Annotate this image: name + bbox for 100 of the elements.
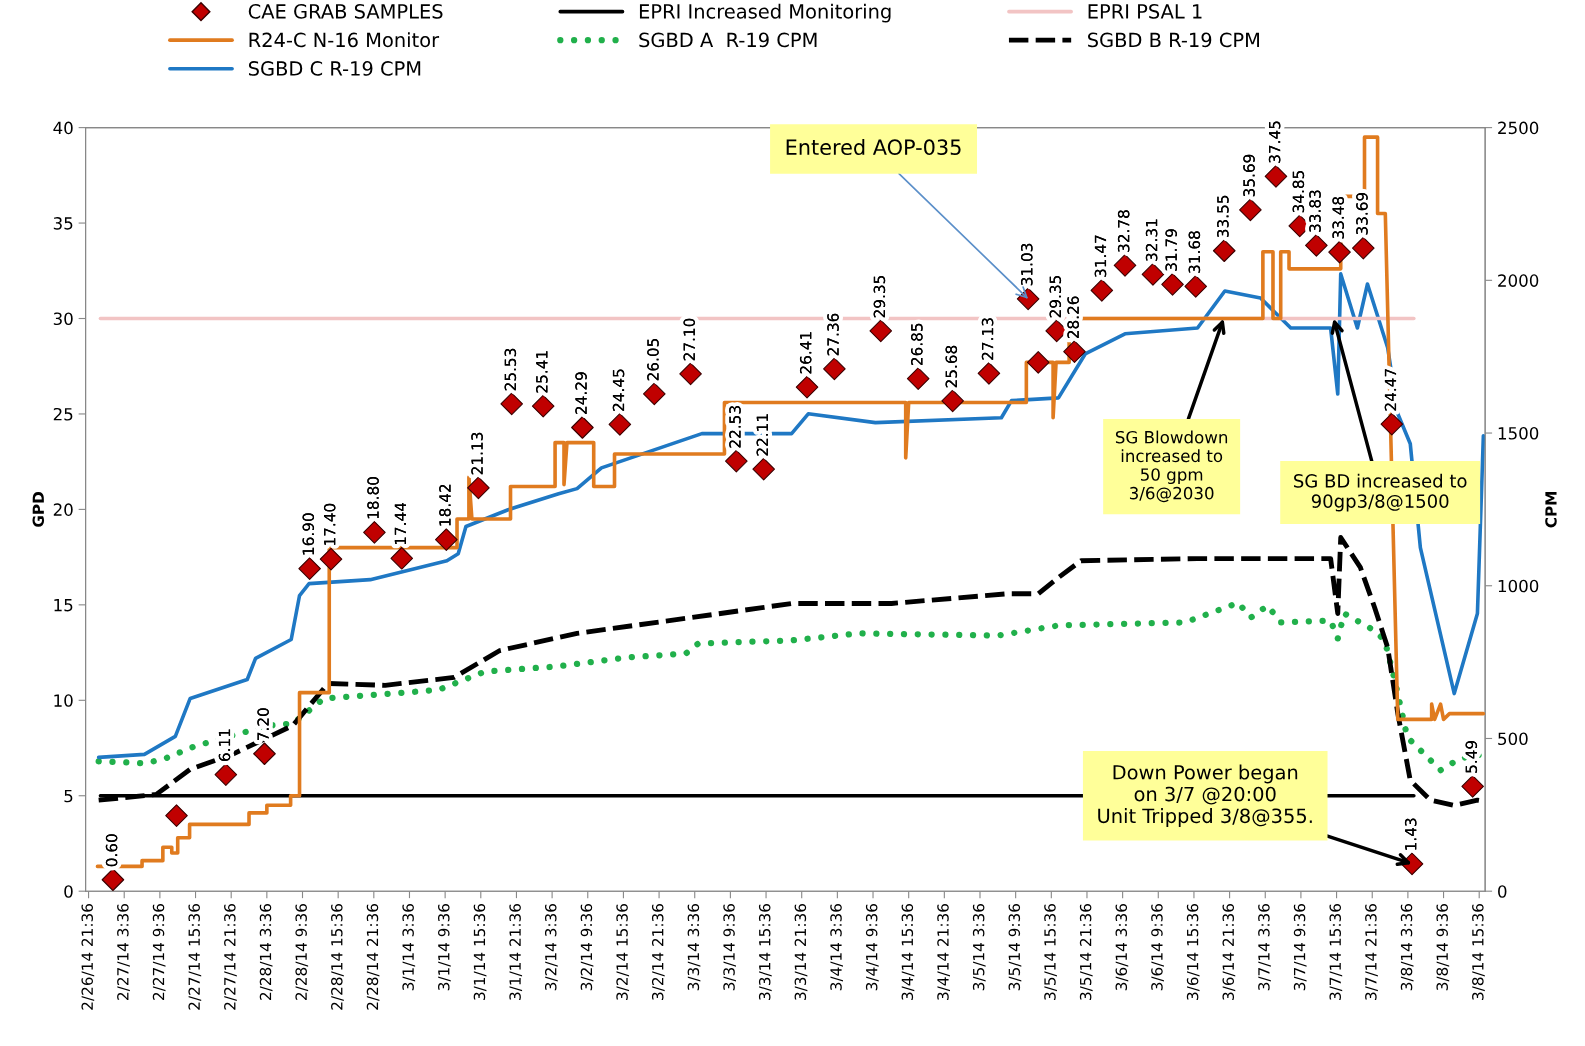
y-tick-label: 40 [53,121,73,135]
x-tick-label: 3/7/14 9:36 [1293,903,1307,991]
annotation: Entered AOP-035 [786,138,961,156]
data-label: 28.26 [1067,296,1079,339]
x-tick-label: 2/26/14 21:36 [81,903,95,1010]
x-tick-label: 2/28/14 9:36 [295,903,309,1000]
y2-axis-title: CPM [1545,492,1557,528]
legend-label: EPRI PSAL 1 [1088,4,1202,19]
x-tick-label: 2/28/14 3:36 [259,903,273,1000]
legend-label: SGBD B R-19 CPM [1088,32,1259,48]
data-label: 32.78 [1117,210,1130,252]
data-label: 25.68 [945,345,958,388]
x-tick-label: 2/27/14 21:36 [224,903,237,1010]
data-label: 5.49 [1465,740,1478,773]
x-tick-label: 3/4/14 15:36 [901,903,915,1000]
data-label: 34.85 [1292,171,1305,213]
x-tick-label: 3/3/14 21:36 [794,903,808,1000]
x-tick-label: 3/1/14 21:36 [509,903,523,1000]
y-tick-label: 35 [53,217,73,230]
data-label: 24.47 [1384,369,1397,411]
x-tick-label: 3/6/14 3:36 [1115,903,1129,991]
y-axis-title: GPD [32,491,45,527]
annotation: SG BD increased to 90gp3/8@1500 [1294,473,1467,512]
y-tick-label: 15 [54,599,73,612]
legend-label: EPRI Increased Monitoring [639,3,891,23]
x-tick-label: 3/7/14 15:36 [1329,903,1343,1000]
y2-tick-label: 1000 [1498,579,1539,593]
y2-tick-label: 1500 [1498,427,1539,440]
x-tick-label: 3/2/14 3:36 [544,903,558,991]
y-tick-label: 0 [64,885,73,898]
y-tick-label: 25 [53,407,73,421]
x-tick-label: 3/1/14 9:36 [438,903,451,991]
legend-label: SGBD A R-19 CPM [639,32,817,48]
data-label: 35.69 [1243,154,1255,197]
data-label: 7.20 [257,708,269,740]
data-label: 17.44 [394,502,406,545]
data-label: 33.83 [1309,190,1321,232]
x-tick-label: 3/1/14 15:36 [473,903,487,1000]
data-label: 25.41 [536,351,548,393]
x-tick-label: 2/28/14 21:36 [366,903,380,1010]
data-label: 31.03 [1021,243,1033,286]
data-label: 27.10 [683,318,696,361]
x-tick-label: 3/8/14 9:36 [1436,903,1450,991]
data-label: 16.90 [302,513,315,555]
data-label: 33.55 [1217,195,1229,238]
x-tick-label: 2/28/14 15:36 [331,903,344,1010]
x-tick-label: 3/3/14 9:36 [723,903,737,991]
y-tick-label: 10 [54,694,73,707]
data-label: 32.31 [1145,219,1158,261]
data-label: 24.29 [575,372,587,414]
y2-tick-label: 2000 [1498,274,1539,287]
y-tick-label: 20 [53,503,73,516]
x-tick-label: 3/3/14 15:36 [758,903,772,1000]
annotation: Down Power began on 3/7 @20:00 Unit Tripped 3/8@355. [1098,764,1312,827]
data-label: 1.43 [1404,818,1417,850]
y2-tick-label: 500 [1498,732,1528,746]
x-tick-label: 3/6/14 15:36 [1186,903,1200,1000]
data-label: 27.36 [827,313,839,356]
data-label: 26.05 [647,339,659,381]
data-label: 31.79 [1165,229,1177,271]
data-label: 37.45 [1268,121,1281,163]
x-tick-label: 3/7/14 21:36 [1365,903,1378,1000]
data-label: 21.13 [471,432,483,475]
legend-label: R24-C N-16 Monitor [249,32,440,48]
x-tick-label: 3/8/14 3:36 [1400,903,1414,991]
x-tick-label: 3/8/14 15:36 [1472,903,1485,1000]
x-tick-label: 3/4/14 3:36 [830,903,843,991]
x-tick-label: 3/4/14 21:36 [937,903,950,1000]
x-tick-label: 3/2/14 21:36 [651,903,665,1000]
x-tick-label: 3/4/14 9:36 [865,903,879,991]
data-label: 31.47 [1094,235,1107,277]
x-tick-label: 2/27/14 15:36 [188,903,202,1010]
x-tick-label: 3/5/14 3:36 [972,903,986,991]
data-label: 18.42 [439,484,451,526]
x-tick-label: 3/6/14 9:36 [1151,903,1164,991]
x-tick-label: 2/27/14 3:36 [117,903,130,1000]
data-label: 29.35 [873,276,886,318]
x-tick-label: 3/3/14 3:36 [687,903,701,991]
data-label: 17.40 [323,503,336,545]
x-tick-label: 3/2/14 15:36 [616,903,630,1000]
data-label: 25.53 [504,348,517,391]
data-label: 22.11 [756,414,768,456]
x-tick-label: 3/5/14 15:36 [1044,903,1057,1000]
x-tick-label: 3/2/14 9:36 [580,903,594,991]
y2-tick-label: 0 [1498,885,1507,898]
y2-tick-label: 2500 [1498,121,1539,135]
y-tick-label: 30 [53,312,73,326]
data-label: 26.85 [911,323,923,366]
legend-label: CAE GRAB SAMPLES [248,4,443,19]
x-tick-label: 3/1/14 3:36 [402,903,416,991]
y-tick-label: 5 [64,789,73,803]
data-label: 18.80 [367,477,379,519]
data-label: 33.48 [1332,196,1344,239]
legend-label: SGBD C R-19 CPM [248,61,421,76]
data-label: 0.60 [105,834,118,867]
data-label: 31.68 [1188,231,1201,273]
data-label: 26.41 [799,332,812,374]
data-label: 24.45 [612,369,625,411]
data-label: 22.53 [729,406,741,448]
annotation: SG Blowdown increased to 50 gpm 3/6@2030 [1115,430,1228,503]
